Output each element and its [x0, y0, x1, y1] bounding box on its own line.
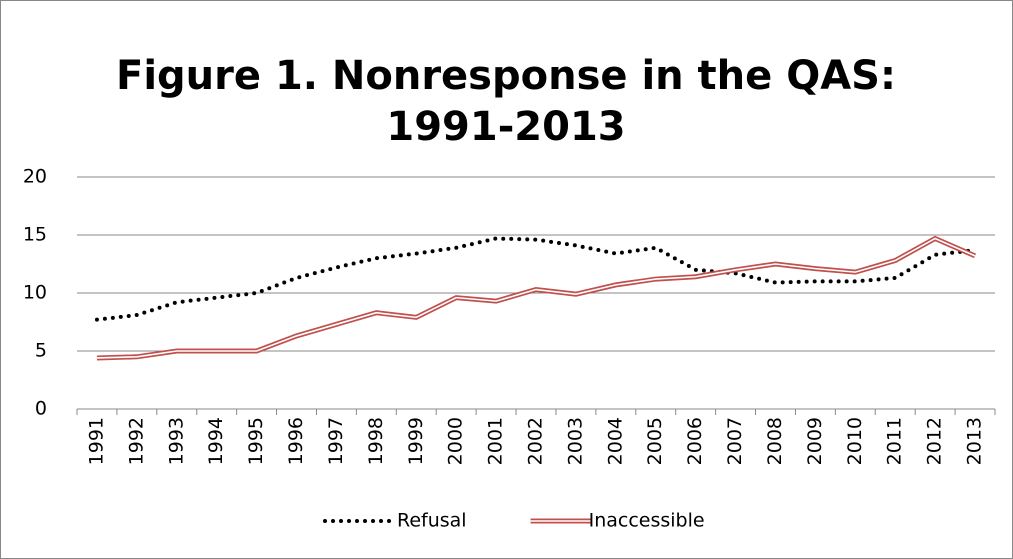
legend-label: Inaccessible: [589, 510, 705, 532]
x-tick-label: 2002: [525, 417, 547, 465]
series-line: [94, 236, 978, 322]
chart-title: 1991-2013: [386, 104, 625, 150]
y-tick-label: 5: [35, 340, 47, 362]
x-tick-label: 2006: [684, 417, 706, 465]
x-tick-label: 2013: [964, 417, 986, 465]
x-tick-label: 1995: [245, 417, 267, 465]
x-tick-label: 2001: [485, 417, 507, 465]
x-tick-label: 1994: [205, 417, 227, 465]
x-tick-label: 2008: [764, 417, 786, 465]
x-tick-label: 1993: [165, 417, 187, 465]
x-tick-label: 1999: [405, 417, 427, 465]
y-tick-label: 15: [23, 224, 47, 246]
x-tick-label: 2009: [804, 417, 826, 465]
x-tick-label: 2000: [445, 417, 467, 465]
series-line-inner: [96, 237, 976, 359]
x-tick-label: 1996: [285, 417, 307, 465]
legend-label: Refusal: [397, 510, 467, 532]
x-tick-label: 2007: [724, 417, 746, 465]
x-tick-label: 2012: [924, 417, 946, 465]
y-tick-label: 10: [23, 282, 47, 304]
x-tick-label: 2003: [564, 417, 586, 465]
x-tick-label: 1992: [125, 417, 147, 465]
x-tick-label: 2005: [644, 417, 666, 465]
x-tick-label: 1997: [325, 417, 347, 465]
x-tick-label: 1991: [85, 417, 107, 465]
chart-title: Figure 1. Nonresponse in the QAS:: [116, 53, 896, 99]
x-tick-label: 1998: [365, 417, 387, 465]
y-tick-label: 20: [23, 166, 47, 188]
y-tick-label: 0: [35, 398, 47, 420]
x-tick-label: 2010: [844, 417, 866, 465]
x-tick-label: 2011: [884, 417, 906, 465]
x-tick-label: 2004: [604, 417, 626, 465]
